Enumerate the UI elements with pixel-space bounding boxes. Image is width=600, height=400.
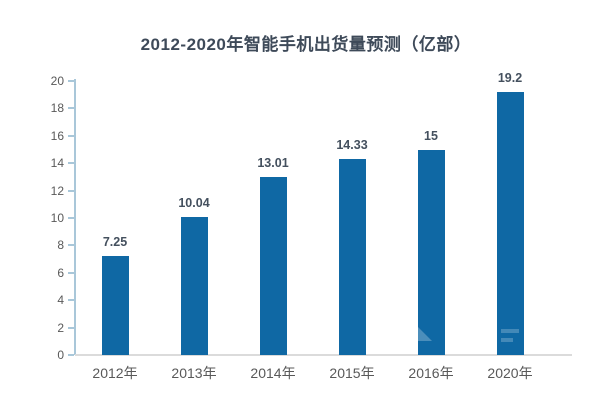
- y-axis-tick-label: 8: [57, 238, 64, 253]
- x-axis-tick-label: 2013年: [171, 365, 217, 381]
- x-axis-tick-label: 2015年: [329, 365, 375, 381]
- y-axis-tick-label: 4: [57, 293, 64, 308]
- bar-value-label: 10.04: [178, 196, 210, 211]
- y-axis-tick: [68, 244, 74, 247]
- y-axis-tick-label: 12: [50, 183, 64, 198]
- y-axis-tick: [68, 299, 74, 302]
- y-axis-tick: [68, 80, 74, 82]
- y-axis-tick-label: 0: [57, 348, 64, 362]
- watermark-artifact: [500, 337, 513, 342]
- y-axis-line: [74, 79, 76, 355]
- y-axis-tick-label: 14: [50, 156, 64, 171]
- bar-2016年: [417, 149, 445, 355]
- bar-2015年: [338, 158, 366, 355]
- watermark-artifact: [417, 327, 432, 341]
- bar-value-label: 14.33: [336, 137, 368, 152]
- y-axis-tick-label: 20: [50, 74, 64, 88]
- y-axis-tick: [68, 271, 74, 274]
- x-axis-tick-label: 2014年: [250, 365, 296, 381]
- bar-2020年: [496, 91, 524, 355]
- y-axis-tick-label: 6: [57, 265, 64, 280]
- bar-value-label: 19.2: [497, 70, 523, 85]
- bar-2013年: [180, 217, 208, 355]
- x-axis-tick-label: 2020年: [487, 365, 533, 381]
- bar-value-label: 15: [424, 128, 438, 143]
- bar-value-label: 13.01: [257, 155, 289, 170]
- bar-2012年: [101, 255, 129, 355]
- y-axis-tick: [68, 107, 74, 110]
- y-axis-tick: [68, 134, 74, 137]
- y-axis-tick-label: 18: [50, 101, 64, 116]
- y-axis-tick: [68, 162, 74, 165]
- y-axis-tick: [68, 326, 74, 329]
- y-axis-tick-label: 10: [50, 211, 64, 225]
- y-axis-tick-label: 16: [50, 128, 64, 143]
- bar-value-label: 7.25: [102, 234, 128, 249]
- chart-title: 2012-2020年智能手机出货量预测（亿部）: [140, 35, 472, 54]
- x-axis-line: [75, 354, 572, 356]
- y-axis-tick-label: 2: [57, 320, 64, 335]
- bar-2014年: [259, 176, 287, 355]
- x-axis-tick-label: 2012年: [92, 365, 138, 381]
- x-axis-tick-label: 2016年: [408, 365, 454, 381]
- y-axis-tick: [68, 189, 74, 192]
- y-axis-tick: [68, 354, 74, 356]
- y-axis-tick: [68, 217, 74, 219]
- watermark-artifact: [500, 328, 519, 333]
